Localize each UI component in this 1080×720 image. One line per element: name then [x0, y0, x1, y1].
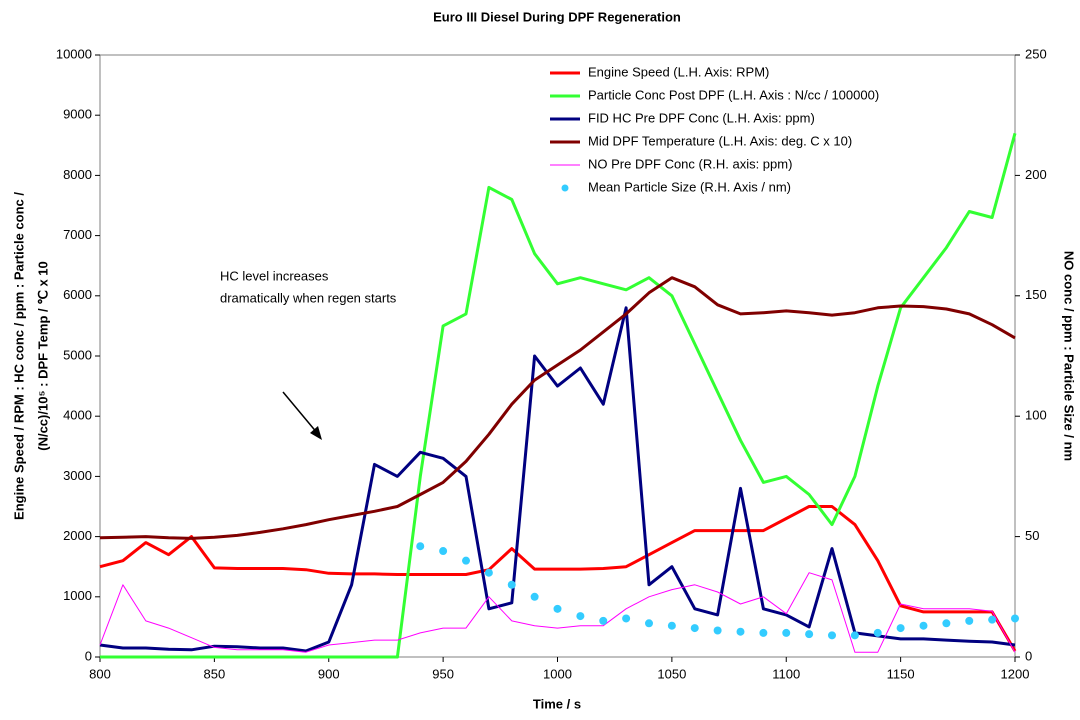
data-point	[965, 616, 974, 625]
y-tick-label: 9000	[63, 107, 92, 122]
series-line	[100, 132, 1017, 659]
annotation: dramatically when regen starts	[220, 290, 397, 305]
series-line	[99, 306, 1016, 653]
data-point	[828, 631, 836, 640]
y2-tick-label: 100	[1025, 408, 1047, 423]
data-point	[507, 580, 516, 589]
x-tick-label: 800	[89, 666, 111, 681]
legend-label: FID HC Pre DPF Conc (L.H. Axis: ppm)	[588, 110, 815, 125]
series-line	[99, 572, 1016, 653]
x-axis-label: Time / s	[533, 696, 581, 711]
y-tick-label: 1000	[63, 588, 92, 603]
annotation-arrow	[282, 391, 319, 435]
data-point	[1011, 614, 1019, 623]
data-point	[416, 542, 425, 551]
y2-tick-label: 0	[1025, 648, 1032, 663]
x-tick-label: 1200	[1001, 666, 1030, 681]
legend-marker	[561, 184, 569, 192]
legend-label: Mid DPF Temperature (L.H. Axis: deg. C x…	[588, 133, 852, 148]
plot-area: 0100020003000400050006000700080009000100…	[56, 46, 1047, 681]
data-point	[622, 614, 631, 623]
data-point	[599, 616, 608, 625]
y2-axis-label: NO conc / ppm : Particle Size / nm	[1062, 251, 1077, 461]
series-line	[99, 505, 1017, 652]
y-tick-label: 10000	[56, 46, 92, 61]
y2-tick-label: 150	[1025, 287, 1047, 302]
legend-label: Particle Conc Post DPF (L.H. Axis : N/cc…	[588, 87, 879, 102]
y2-tick-label: 50	[1025, 528, 1039, 543]
x-tick-label: 1000	[543, 666, 572, 681]
legend-label: Mean Particle Size (R.H. Axis / nm)	[588, 179, 791, 194]
data-point	[736, 627, 745, 636]
y-tick-label: 7000	[63, 227, 92, 242]
y-tick-label: 8000	[63, 167, 92, 182]
x-tick-label: 1150	[887, 666, 915, 681]
data-point	[690, 624, 699, 633]
legend-label: NO Pre DPF Conc (R.H. axis: ppm)	[588, 156, 792, 171]
data-point	[942, 619, 951, 628]
data-point	[576, 612, 585, 621]
y2-tick-label: 250	[1025, 46, 1047, 61]
data-point	[667, 621, 676, 630]
data-point	[782, 628, 791, 637]
data-point	[759, 628, 768, 637]
legend-label: Engine Speed (L.H. Axis: RPM)	[588, 64, 769, 79]
y-tick-label: 0	[85, 648, 92, 663]
series-line	[99, 276, 1016, 540]
x-tick-label: 1050	[657, 666, 686, 681]
y-axis-label: Engine Speed / RPM : HC conc / ppm : Par…	[11, 192, 26, 520]
y-tick-label: 3000	[63, 468, 92, 483]
x-tick-label: 950	[432, 666, 454, 681]
data-point	[530, 592, 539, 601]
y-tick-label: 4000	[63, 408, 92, 423]
legend: Engine Speed (L.H. Axis: RPM) Particle Co…	[550, 64, 879, 194]
data-point	[484, 568, 493, 577]
data-point	[988, 615, 997, 624]
data-point	[850, 631, 859, 640]
data-point	[439, 547, 448, 556]
chart-title: Euro III Diesel During DPF Regeneration	[433, 9, 681, 24]
y-tick-label: 5000	[63, 347, 92, 362]
data-point	[645, 619, 653, 628]
annotation: HC level increases	[220, 268, 329, 283]
data-point	[873, 628, 882, 637]
x-tick-label: 850	[204, 666, 226, 681]
data-point	[713, 626, 722, 635]
arrow-head	[310, 426, 322, 440]
y2-tick-label: 200	[1025, 167, 1047, 182]
data-point	[462, 556, 470, 565]
y-tick-label: 2000	[63, 528, 92, 543]
y-axis-label: (N/cc)/10⁵ : DPF Temp / ℃ x 10	[35, 261, 50, 451]
data-point	[919, 621, 928, 630]
x-tick-label: 900	[318, 666, 340, 681]
data-point	[805, 630, 814, 639]
y-tick-label: 6000	[63, 287, 92, 302]
data-point	[553, 604, 562, 613]
data-point	[896, 624, 905, 633]
x-tick-label: 1100	[772, 666, 800, 681]
